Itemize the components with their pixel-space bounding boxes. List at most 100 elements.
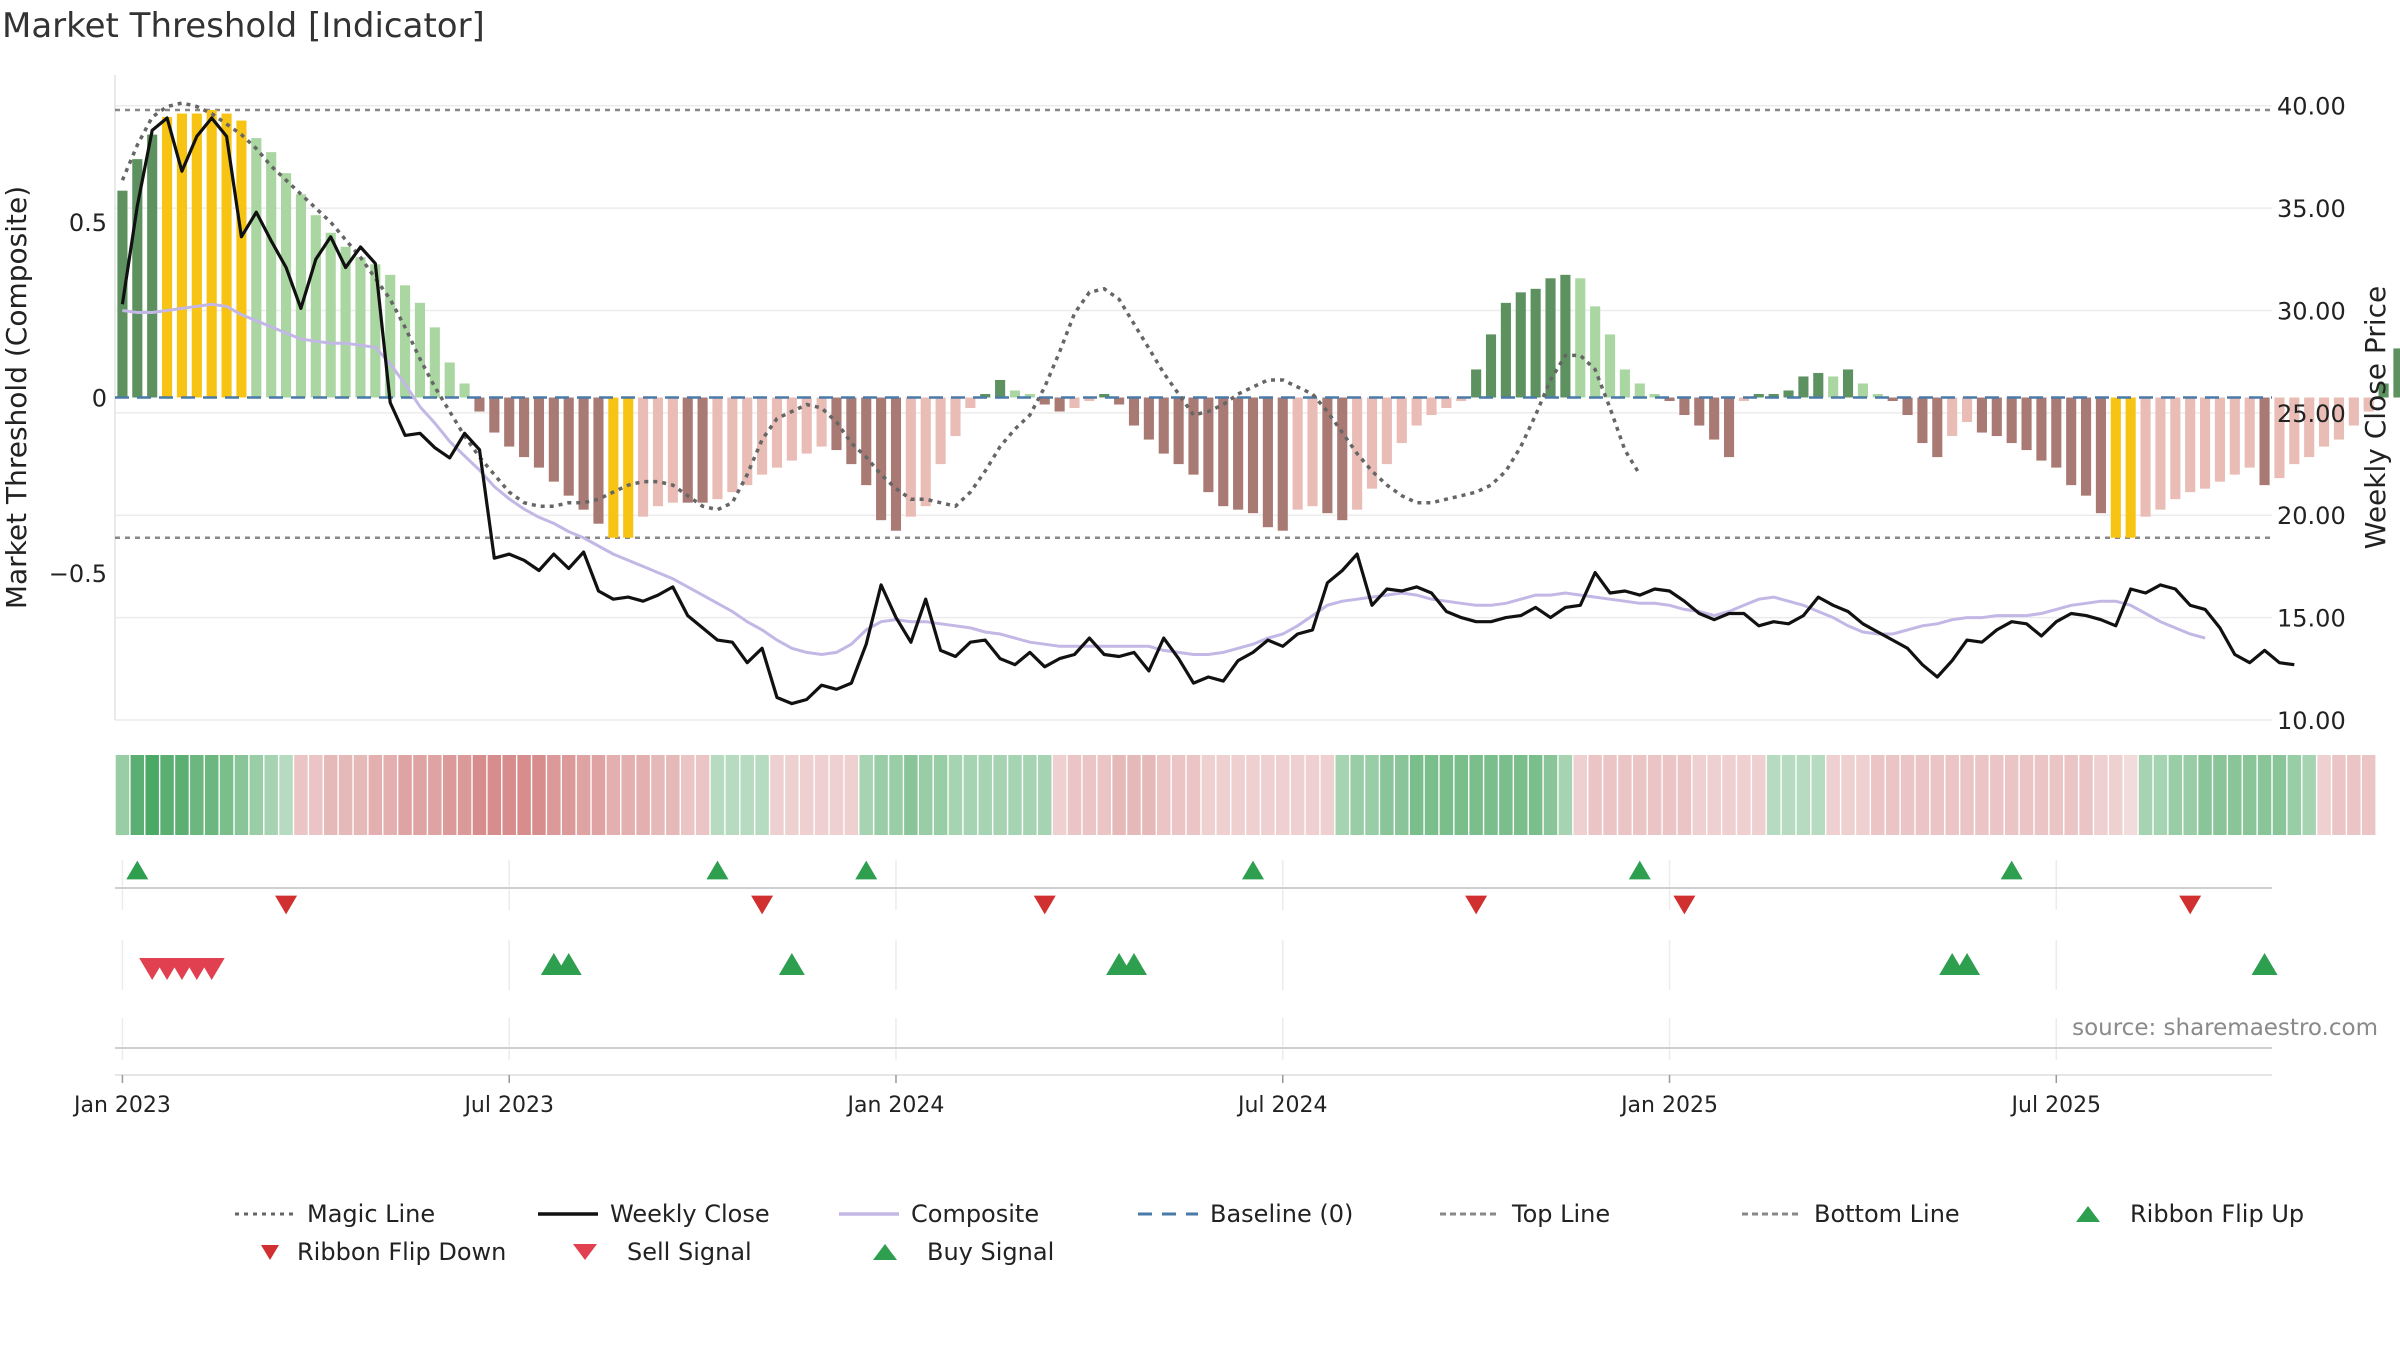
composite-bar	[2036, 397, 2047, 461]
ribbon-cell	[918, 755, 933, 835]
ribbon-cell	[383, 755, 397, 835]
ribbon-cell	[2198, 755, 2212, 835]
composite-bar	[2304, 397, 2315, 458]
ribbon-flip-down-marker	[751, 895, 774, 915]
composite-bar	[2363, 397, 2374, 412]
ribbon-flip-up-marker	[1242, 860, 1265, 880]
ribbon-cell	[1023, 755, 1037, 835]
ribbon-cell	[2019, 755, 2034, 835]
weekly-close-line	[120, 116, 2295, 706]
composite-bar	[980, 393, 991, 398]
ribbon-cell	[532, 755, 546, 835]
composite-bar	[2244, 397, 2255, 468]
composite-bar	[147, 134, 158, 398]
magic-line	[120, 101, 1642, 512]
composite-bar	[1917, 397, 1928, 444]
ribbon-cell	[413, 755, 427, 835]
chart-title: Market Threshold [Indicator]	[2, 6, 485, 46]
composite-bar	[1069, 397, 1080, 409]
ribbon-cell	[130, 755, 145, 835]
composite-bar	[2080, 397, 2092, 496]
composite-bar	[1381, 397, 1392, 465]
right-tick-label: 30.00	[2277, 297, 2346, 325]
composite-bar	[950, 397, 961, 437]
composite-bar	[1456, 397, 1467, 402]
composite-bar	[1991, 397, 2002, 437]
ribbon-cell	[2242, 755, 2257, 835]
composite-bar	[1530, 288, 1541, 398]
composite-bar	[266, 152, 277, 398]
right-tick-label: 40.00	[2277, 93, 2346, 121]
composite-bar	[652, 397, 664, 507]
composite-bar	[355, 257, 366, 398]
ribbon-cell	[1930, 755, 1945, 835]
ribbon-cell	[933, 755, 948, 835]
ribbon-cell	[2138, 755, 2153, 835]
x-tick-label: Jul 2025	[2010, 1093, 2102, 1118]
ribbon-flip-down-marker	[1033, 895, 1056, 915]
composite-bar	[1709, 397, 1720, 440]
ribbon-cell	[1752, 755, 1766, 835]
ribbon-cell	[1796, 755, 1811, 835]
legend-swatch	[1138, 1212, 1198, 1216]
composite-bar	[221, 113, 232, 398]
composite-bar	[474, 397, 485, 412]
composite-bar	[1322, 397, 1333, 514]
ribbon-cell	[190, 755, 204, 835]
ribbon-cell	[264, 755, 278, 835]
x-tick-label: Jul 2023	[462, 1093, 554, 1118]
left-tick-label: 0.5	[69, 209, 107, 237]
x-tick-label: Jan 2025	[1619, 1093, 1718, 1118]
composite-bar	[1961, 397, 1973, 423]
ribbon-cell	[428, 755, 442, 835]
composite-bar	[1604, 334, 1616, 398]
ribbon-cell	[1528, 755, 1543, 835]
composite-bar	[1307, 397, 1318, 507]
ribbon-cell	[2123, 755, 2138, 835]
ribbon-cell	[1290, 755, 1305, 835]
ribbon-cell	[1677, 755, 1692, 835]
composite-bar	[132, 159, 143, 398]
composite-bar	[385, 274, 396, 398]
composite-bar	[1426, 397, 1437, 416]
composite-bar	[1932, 397, 1943, 458]
ribbon-cell	[1216, 755, 1230, 835]
ribbon-cell	[1841, 755, 1855, 835]
composite-bar	[2110, 397, 2121, 538]
composite-bar	[1024, 393, 1035, 398]
ribbon-cell	[1558, 755, 1573, 835]
ribbon-cell	[2153, 755, 2168, 835]
buy-signal-marker	[778, 952, 805, 976]
composite-bar	[608, 397, 619, 538]
ribbon-cell	[1201, 755, 1216, 835]
ribbon-cell	[115, 755, 130, 835]
ribbon-cell	[1945, 755, 1959, 835]
composite-bar	[1203, 397, 1214, 493]
composite-bar	[1158, 397, 1169, 454]
ribbon-cell	[859, 755, 873, 835]
composite-bar	[1619, 369, 1630, 398]
ribbon-cell	[1618, 755, 1632, 835]
ribbon-cell	[2361, 755, 2376, 835]
ribbon-cell	[904, 755, 918, 835]
ribbon-cell	[2094, 755, 2108, 835]
composite-bar	[414, 302, 426, 398]
ribbon-cell	[2302, 755, 2316, 835]
composite-bar	[1515, 292, 1526, 398]
ribbon-cell	[948, 755, 963, 835]
ribbon-cell	[234, 755, 249, 835]
ribbon-cell	[219, 755, 234, 835]
ribbon-cell	[502, 755, 516, 835]
composite-bar	[2006, 397, 2017, 444]
ribbon-cell	[978, 755, 992, 835]
source-label: source: sharemaestro.com	[2072, 1015, 2378, 1041]
composite-bar	[2378, 383, 2389, 398]
composite-bar	[370, 264, 381, 398]
composite-bar	[2259, 397, 2270, 486]
left-axis-label: Market Threshold (Composite)	[0, 186, 33, 609]
legend-item: Baseline (0)	[1138, 1200, 1353, 1228]
composite-bar	[1366, 397, 1378, 489]
ribbon-cell	[1186, 755, 1201, 835]
ribbon-cell	[1588, 755, 1602, 835]
legend-swatch	[573, 1244, 597, 1260]
